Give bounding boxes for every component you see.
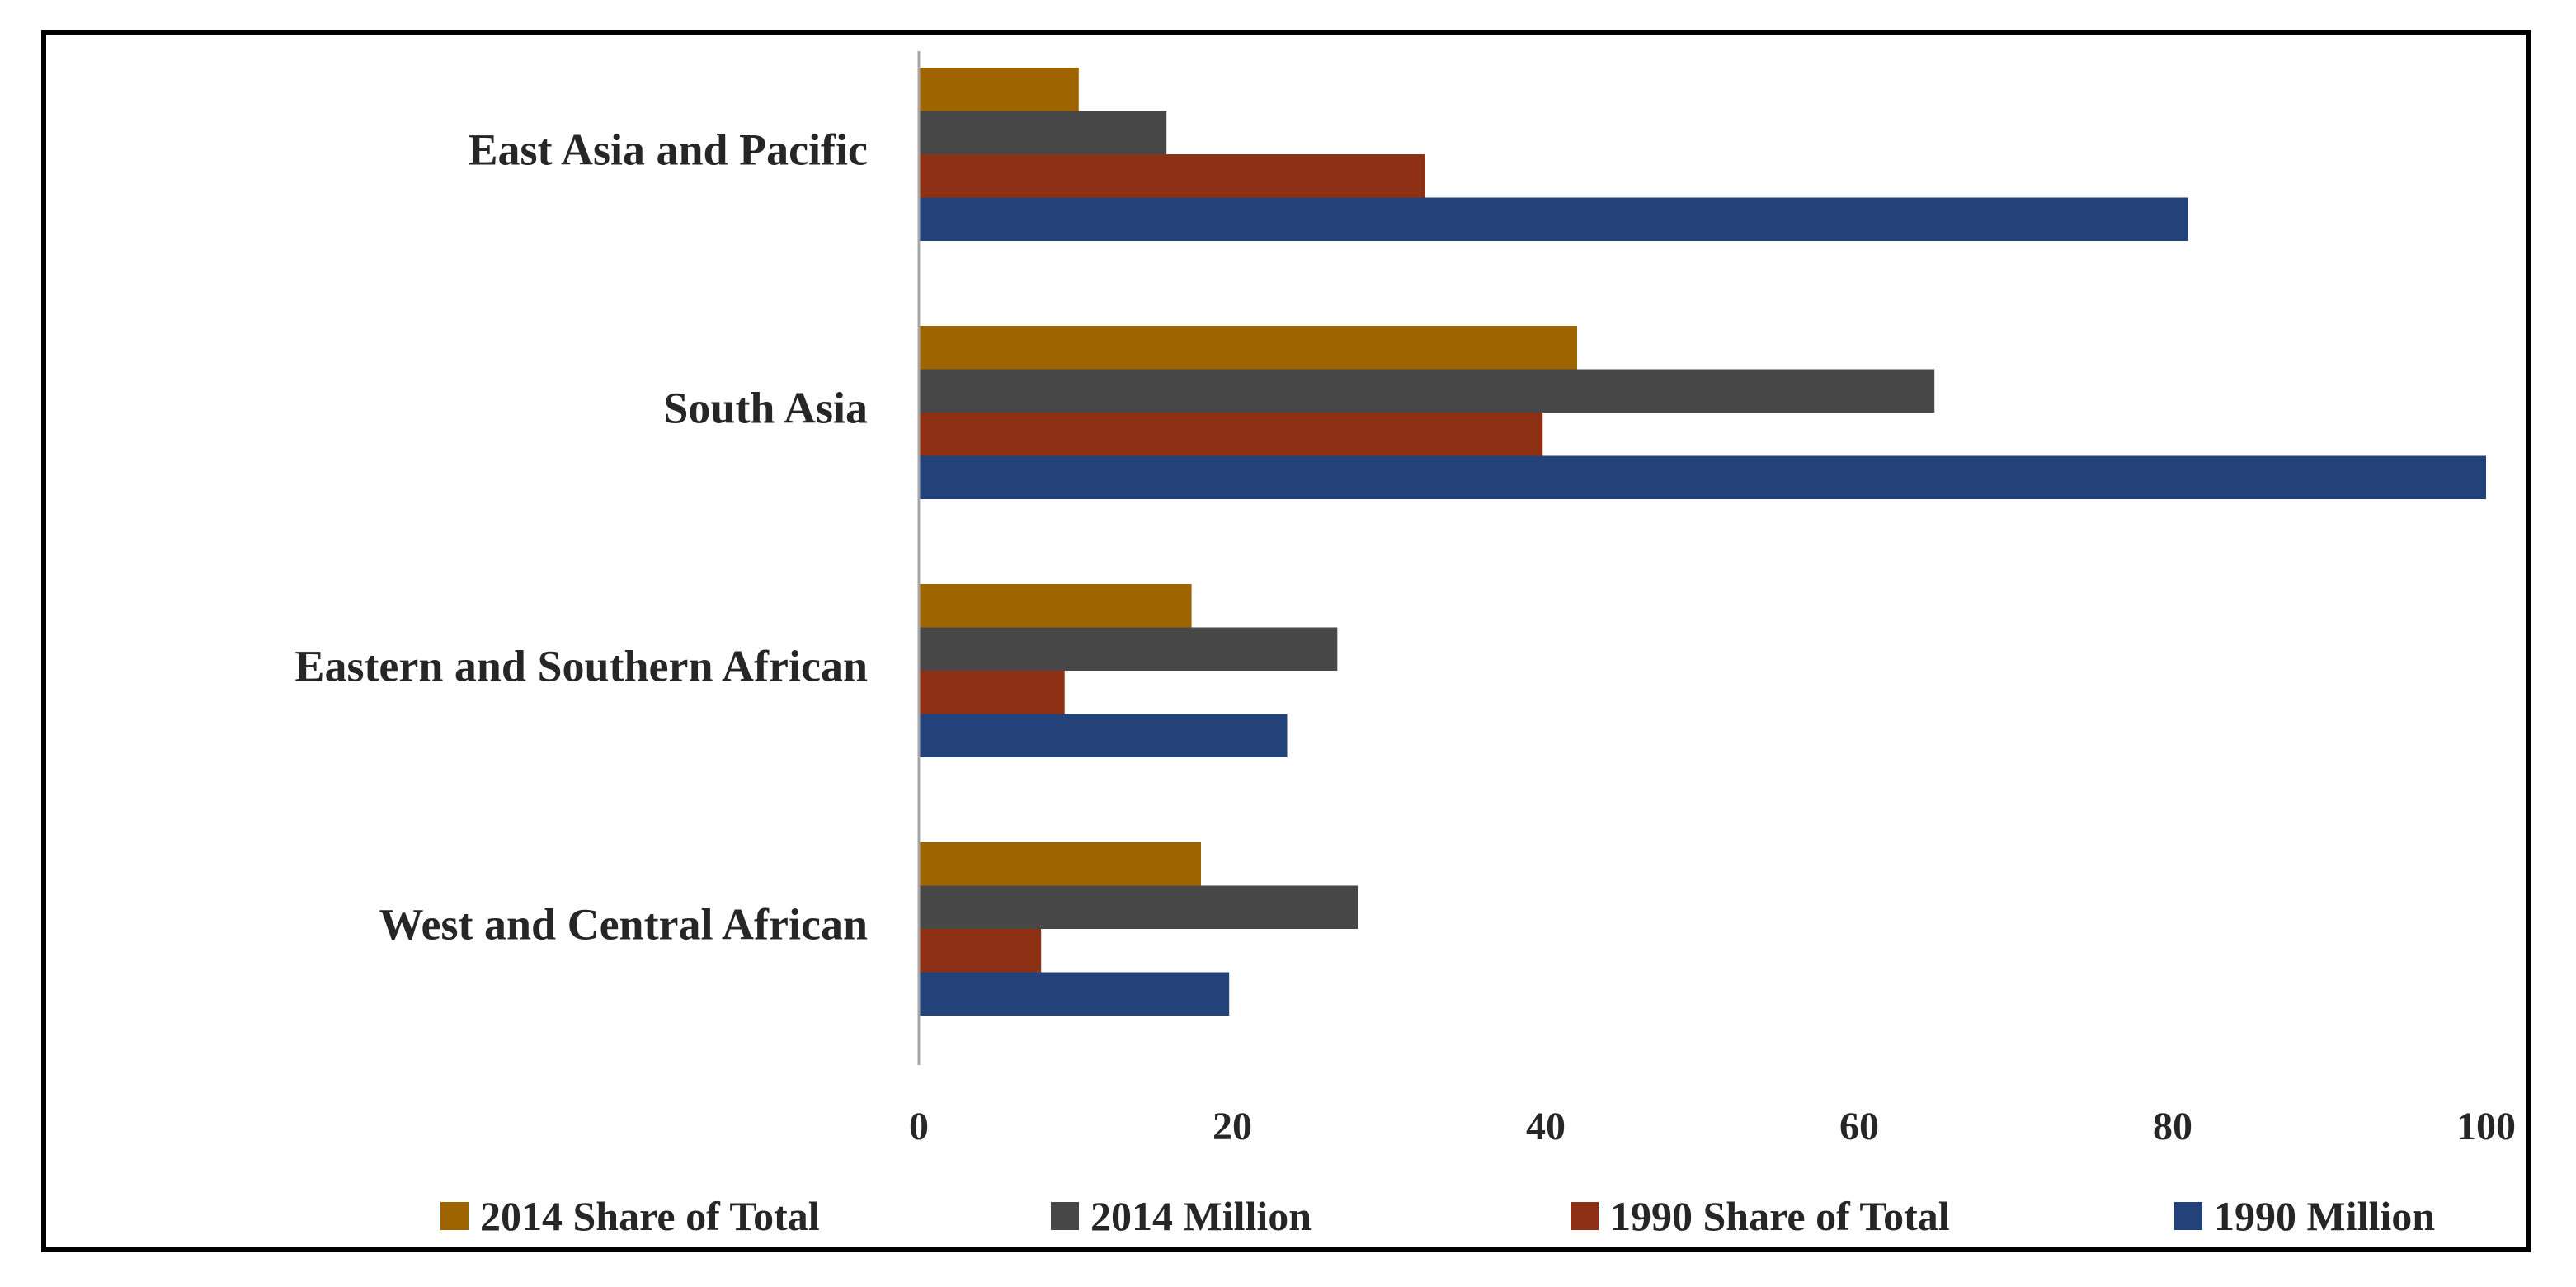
chart-frame: East Asia and Pacific South Asia Eastern a… <box>41 30 2531 1252</box>
legend-swatch-1990-share-of-total <box>1571 1202 1599 1230</box>
legend-label-2014-million: 2014 Million <box>1090 1193 1312 1239</box>
bar-south-asia-2014-million <box>919 369 1935 412</box>
x-tick-labels: 0 20 40 60 80 100 <box>909 1105 2516 1148</box>
bar-eastern-and-southern-african-1990-million <box>919 714 1288 757</box>
category-label-south-asia: South Asia <box>663 383 868 432</box>
category-label-east-asia-and-pacific: East Asia and Pacific <box>468 125 868 174</box>
bar-west-and-central-african-2014-million <box>919 885 1358 929</box>
x-tick-label-0: 0 <box>909 1105 929 1148</box>
bar-eastern-and-southern-african-2014-million <box>919 627 1338 671</box>
x-tick-label-60: 60 <box>1839 1105 1879 1148</box>
x-tick-label-40: 40 <box>1526 1105 1566 1148</box>
category-label-west-and-central-african: West and Central African <box>379 899 868 949</box>
legend-label-1990-share-of-total: 1990 Share of Total <box>1610 1193 1950 1239</box>
legend-swatch-2014-million <box>1051 1202 1079 1230</box>
x-tick-label-100: 100 <box>2456 1105 2516 1148</box>
x-tick-label-80: 80 <box>2153 1105 2192 1148</box>
bar-west-and-central-african-1990-million <box>919 972 1230 1016</box>
legend: 2014 Share of Total 2014 Million 1990 Shar… <box>440 1193 2435 1239</box>
legend-swatch-2014-share-of-total <box>440 1202 469 1230</box>
legend-label-1990-million: 1990 Million <box>2214 1193 2435 1239</box>
category-labels: East Asia and Pacific South Asia Eastern a… <box>294 125 868 949</box>
bar-east-asia-and-pacific-2014-million <box>919 111 1167 154</box>
bar-east-asia-and-pacific-2014-share-of-total <box>919 68 1079 111</box>
x-tick-label-20: 20 <box>1213 1105 1252 1148</box>
bar-east-asia-and-pacific-1990-million <box>919 197 2188 241</box>
bar-west-and-central-african-2014-share-of-total <box>919 842 1201 886</box>
bars-layer <box>919 68 2486 1016</box>
category-label-eastern-and-southern-african: Eastern and Southern African <box>294 641 868 691</box>
bar-chart: East Asia and Pacific South Asia Eastern a… <box>294 51 2516 1239</box>
bar-west-and-central-african-1990-share-of-total <box>919 929 1042 973</box>
bar-eastern-and-southern-african-1990-share-of-total <box>919 671 1065 714</box>
bar-south-asia-1990-million <box>919 455 2486 499</box>
bar-south-asia-2014-share-of-total <box>919 326 1577 370</box>
bar-south-asia-1990-share-of-total <box>919 412 1543 456</box>
bar-eastern-and-southern-african-2014-share-of-total <box>919 584 1192 628</box>
legend-swatch-1990-million <box>2174 1202 2202 1230</box>
legend-label-2014-share-of-total: 2014 Share of Total <box>480 1193 820 1239</box>
bar-east-asia-and-pacific-1990-share-of-total <box>919 154 1425 198</box>
